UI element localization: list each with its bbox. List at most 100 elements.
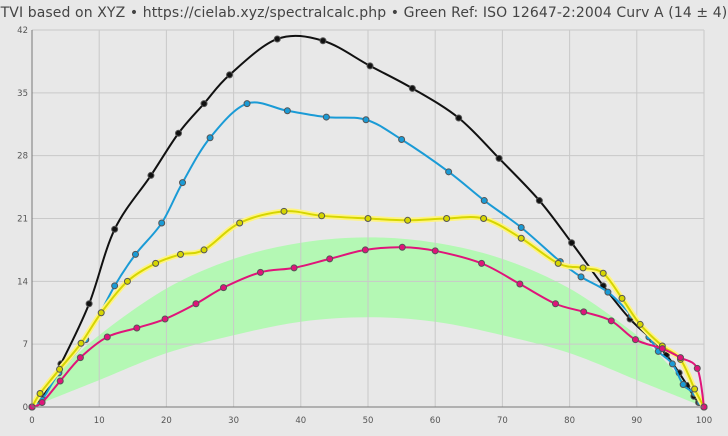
reference-band — [32, 237, 704, 407]
data-point — [256, 268, 264, 276]
data-point — [668, 360, 676, 368]
data-point — [283, 107, 291, 115]
data-point — [131, 250, 139, 258]
data-point — [133, 324, 141, 332]
data-point — [243, 100, 251, 108]
x-tick-label: 20 — [161, 416, 172, 426]
series-2 — [28, 100, 708, 411]
axis-layer: 0 7 14 21 28 35 42 0 10 20 30 40 50 60 70 80 90 100 — [17, 26, 712, 426]
data-point — [398, 243, 406, 251]
x-tick-label: 10 — [94, 416, 105, 426]
chart-title: TVI based on XYZ • https://cielab.xyz/sp… — [0, 5, 728, 21]
data-point — [535, 197, 543, 205]
series-line — [31, 101, 705, 408]
data-point — [38, 399, 46, 407]
data-point — [408, 84, 416, 92]
data-point — [443, 215, 451, 222]
data-point — [579, 264, 587, 272]
data-point — [158, 219, 166, 227]
data-point — [404, 216, 412, 224]
y-tick-label: 42 — [17, 26, 28, 36]
data-point — [56, 377, 64, 385]
data-point — [97, 309, 105, 317]
data-point — [206, 134, 214, 142]
data-point — [273, 35, 281, 43]
x-tick-label: 70 — [497, 416, 508, 426]
data-point — [280, 207, 288, 215]
data-point — [517, 223, 525, 231]
data-point — [445, 168, 453, 176]
data-point — [554, 259, 562, 267]
y-tick-label: 14 — [17, 277, 28, 287]
data-point — [366, 62, 374, 70]
data-point — [319, 37, 327, 45]
data-point — [36, 390, 44, 398]
data-point — [568, 239, 576, 247]
y-tick-label: 21 — [17, 215, 28, 225]
data-point — [220, 284, 228, 292]
data-point — [147, 171, 155, 179]
series-layer — [28, 34, 708, 411]
data-point — [226, 71, 234, 79]
data-point — [77, 339, 85, 347]
data-point — [322, 113, 330, 121]
data-point — [192, 300, 200, 308]
x-tick-label: 40 — [295, 416, 306, 426]
y-tick-label: 35 — [17, 89, 28, 99]
data-point — [495, 154, 503, 162]
x-tick-label: 100 — [696, 416, 712, 426]
data-point — [200, 100, 208, 108]
data-point — [631, 336, 639, 344]
data-point — [152, 259, 160, 267]
data-point — [599, 269, 607, 277]
data-point — [361, 246, 369, 254]
data-point — [577, 273, 585, 281]
data-point — [455, 114, 463, 122]
data-point — [693, 364, 701, 372]
y-tick-label: 28 — [17, 152, 28, 162]
data-point — [123, 277, 131, 285]
data-point — [326, 255, 334, 263]
data-point — [658, 345, 666, 353]
data-point — [111, 225, 119, 233]
data-point — [431, 247, 439, 255]
x-tick-label: 90 — [631, 416, 642, 426]
data-point — [604, 288, 612, 296]
data-point — [236, 219, 244, 227]
y-tick-label: 7 — [23, 340, 28, 350]
x-tick-label: 30 — [228, 416, 239, 426]
data-point — [318, 212, 326, 220]
data-point — [480, 215, 488, 222]
data-point — [364, 215, 372, 222]
data-point — [103, 333, 111, 341]
x-tick-label: 0 — [29, 416, 34, 426]
data-point — [76, 354, 84, 362]
data-point — [56, 365, 64, 373]
data-point — [200, 246, 208, 254]
data-point — [179, 179, 187, 187]
data-point — [517, 234, 525, 242]
data-point — [480, 197, 488, 205]
data-point — [398, 136, 406, 144]
data-point — [174, 129, 182, 137]
reference-band-layer — [32, 237, 704, 407]
data-point — [478, 259, 486, 267]
y-tick-label: 0 — [23, 403, 28, 413]
data-point — [362, 116, 370, 124]
data-point — [290, 264, 298, 272]
series-4 — [28, 243, 708, 411]
data-point — [676, 354, 684, 362]
data-point — [551, 300, 559, 308]
series-3 — [28, 207, 708, 411]
data-point — [111, 282, 119, 290]
data-point — [679, 381, 687, 389]
data-point — [161, 315, 169, 323]
data-point — [618, 294, 626, 302]
x-tick-label: 60 — [430, 416, 441, 426]
data-point — [516, 280, 524, 288]
data-point — [580, 308, 588, 316]
x-tick-label: 80 — [564, 416, 575, 426]
x-tick-label: 50 — [363, 416, 374, 426]
data-point — [607, 317, 615, 325]
